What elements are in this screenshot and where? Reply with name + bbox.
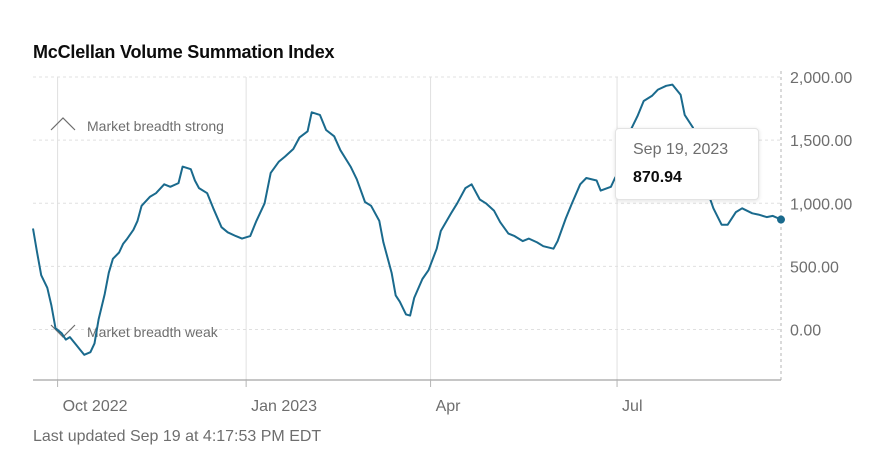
chevron-up-icon	[50, 117, 76, 131]
last-point-marker	[777, 215, 785, 224]
tooltip-date: Sep 19, 2023	[633, 141, 729, 158]
gridlines	[33, 71, 782, 381]
chart-title: McClellan Volume Summation Index	[33, 42, 335, 62]
last-updated: Last updated Sep 19 at 4:17:53 PM EDT	[33, 428, 322, 445]
y-tick-label: 500.00	[790, 259, 839, 276]
x-tick-label: Jan 2023	[251, 398, 317, 415]
y-tick-label: 1,000.00	[790, 196, 852, 213]
tooltip-value: 870.94	[633, 169, 682, 186]
annotation-weak: Market breadth weak	[87, 324, 219, 340]
annotation-strong: Market breadth strong	[87, 118, 224, 134]
y-tick-label: 2,000.00	[790, 70, 852, 87]
y-axis-ticks: 2,000.00 1,500.00 1,000.00 500.00 0.00	[790, 70, 852, 340]
series-path[interactable]	[32, 83, 782, 356]
y-tick-label: 1,500.00	[790, 133, 852, 150]
x-tick-label: Oct 2022	[63, 398, 128, 415]
x-tick-label: Apr	[436, 398, 462, 415]
x-axis-ticks: Oct 2022 Jan 2023 Apr Jul	[57, 380, 643, 415]
tooltip: Sep 19, 2023 870.94	[615, 128, 759, 200]
x-tick-label: Jul	[622, 398, 642, 415]
annotations: Market breadth strong Market breadth wea…	[50, 117, 224, 340]
y-tick-label: 0.00	[790, 323, 821, 340]
series-line[interactable]	[32, 83, 785, 356]
